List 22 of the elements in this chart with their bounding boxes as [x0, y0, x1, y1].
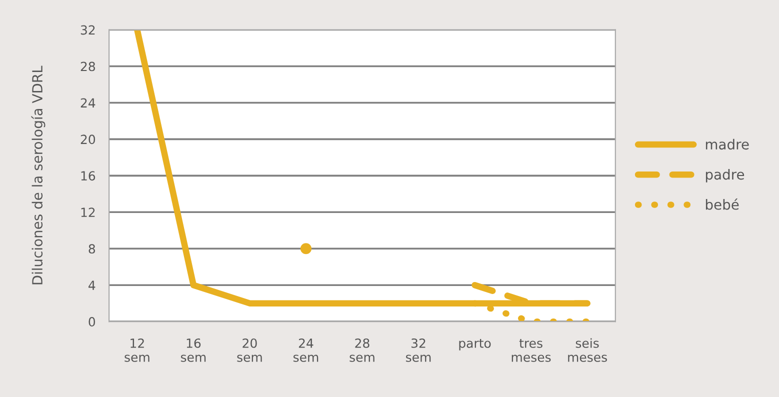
x-tick-label: 32 sem — [406, 338, 431, 362]
y-tick-label: 16 — [81, 171, 96, 181]
x-tick-label: seis meses — [568, 338, 607, 362]
y-axis-title: Diluciones de la serología VDRL — [31, 66, 46, 284]
x-tick-label: tres meses — [512, 338, 551, 362]
x-tick-label: 20 sem — [237, 338, 262, 362]
legend-label: padre — [706, 168, 744, 182]
legend-label: bebé — [706, 198, 739, 210]
y-tick-label: 24 — [80, 98, 96, 108]
y-tick-label: 8 — [88, 244, 96, 254]
x-tick-label: 12 sem — [124, 338, 150, 362]
y-tick-label: 4 — [88, 280, 96, 290]
x-tick-label: 28 sem — [350, 338, 374, 362]
y-tick-label: 12 — [81, 208, 95, 217]
y-tick-label: 32 — [80, 25, 95, 35]
y-tick-label: 0 — [88, 317, 96, 326]
x-tick-label: parto — [459, 338, 491, 350]
x-tick-label: 16 sem — [180, 338, 206, 362]
y-tick-label: 28 — [80, 62, 96, 72]
legend-label: madre — [706, 138, 749, 150]
x-tick-label: 24 sem — [293, 338, 318, 362]
y-tick-label: 20 — [80, 134, 96, 144]
